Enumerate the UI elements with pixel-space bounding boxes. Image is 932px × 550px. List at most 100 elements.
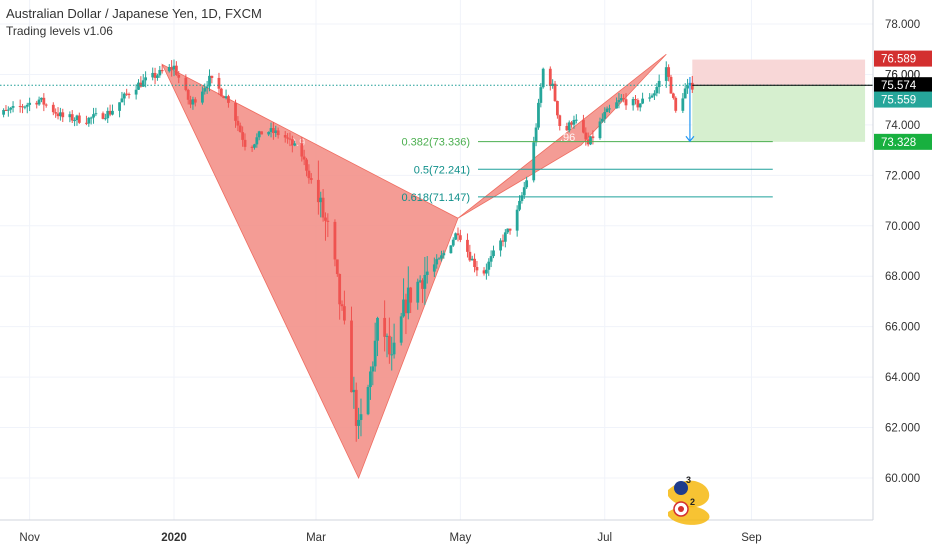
candle-body (137, 82, 140, 90)
pattern-leg-xab (161, 63, 459, 480)
price-badge-current (874, 77, 932, 94)
candle-body (373, 340, 377, 367)
candle-body (222, 96, 226, 99)
candle-body (160, 69, 164, 72)
candle-body (241, 132, 245, 140)
y-tick-label: 78.000 (885, 19, 920, 31)
candle-body (42, 97, 46, 105)
candle-body (371, 366, 375, 372)
pattern-ratio-label: .96 (560, 132, 575, 144)
candle-body (208, 75, 211, 87)
candle-body (570, 122, 573, 125)
candle-body (234, 102, 237, 121)
candle-body (421, 280, 424, 289)
candle-body (466, 239, 469, 252)
candle-body (255, 137, 259, 145)
candle-body (293, 143, 297, 146)
flag-icon-center (678, 506, 684, 512)
candle-body (369, 371, 372, 388)
logo-number-top: 3 (686, 475, 691, 485)
candle-body (177, 74, 181, 78)
candle-body (634, 99, 637, 101)
price-badge-stop (874, 50, 932, 67)
candle-body (302, 156, 306, 160)
candle-body (404, 299, 408, 314)
candle-body (440, 255, 443, 259)
candle-body (435, 259, 439, 265)
candle-body (631, 99, 635, 106)
candle-body (416, 281, 420, 303)
candle-body (690, 82, 694, 90)
candle-body (11, 106, 15, 108)
logo-number-bottom: 2 (690, 497, 695, 507)
candle-body (681, 98, 685, 111)
candle-body (657, 80, 661, 88)
y-tick-label: 70.000 (885, 221, 920, 233)
candle-body (638, 103, 642, 108)
x-tick-label: 2020 (161, 532, 187, 544)
candle-body (648, 97, 652, 99)
candle-body (224, 96, 228, 99)
y-tick-label: 74.000 (885, 120, 920, 132)
candle-body (350, 320, 353, 393)
fib-level-label: 0.382(73.336) (402, 137, 471, 149)
candle-body (340, 304, 344, 307)
price-badge-mid (874, 91, 932, 108)
candle-body (437, 258, 441, 260)
candle-body (499, 240, 502, 251)
candle-body (172, 65, 176, 70)
candle-body (75, 115, 79, 121)
candle-body (518, 200, 521, 210)
candle-body (167, 67, 171, 72)
candle-body (508, 228, 512, 231)
indicator-name: Trading levels v1.06 (6, 24, 113, 38)
candle-body (605, 108, 609, 113)
candle-body (89, 117, 93, 119)
projection-arrow-head (685, 135, 695, 143)
stop-loss-zone (692, 59, 866, 86)
candle-body (343, 306, 346, 321)
candle-body (94, 113, 98, 115)
candle-body (189, 99, 192, 105)
candle-body (442, 253, 446, 256)
take-profit-zone (692, 85, 866, 142)
candle-body (68, 114, 72, 118)
candle-body (274, 130, 278, 134)
candle-body (70, 114, 74, 121)
candle-body (619, 98, 623, 101)
candle-body (425, 271, 429, 275)
price-badge-text-current: 75.574 (881, 80, 917, 92)
candle-body (272, 128, 275, 134)
candle-body (122, 93, 126, 99)
candle-body (319, 197, 323, 203)
candle-body (352, 389, 356, 393)
candle-body (454, 233, 458, 240)
candle-body (567, 122, 571, 131)
candle-body (468, 251, 472, 261)
candle-body (186, 89, 190, 100)
candle-body (603, 112, 607, 119)
candle-body (598, 121, 602, 139)
candle-body (4, 109, 8, 111)
candle-body (537, 102, 540, 128)
y-tick-label: 66.000 (885, 322, 920, 334)
candle-body (636, 100, 640, 108)
candle-body (624, 99, 628, 106)
candle-body (326, 220, 330, 222)
candle-body (515, 209, 519, 231)
candle-body (243, 139, 247, 147)
candle-body (108, 110, 112, 115)
candle-body (359, 414, 363, 420)
candle-body (205, 86, 209, 89)
candle-body (458, 235, 462, 240)
candle-body (101, 113, 105, 119)
candle-body (174, 65, 178, 75)
y-tick-label: 72.000 (885, 170, 920, 182)
candle-body (316, 179, 320, 203)
fib-level-label: 0.618(71.147) (402, 192, 471, 204)
candle-body (134, 89, 138, 95)
fib-levels: 0.382(73.336) 0.5(72.241) 0.618(71.147) (402, 137, 773, 204)
price-badge-target (874, 133, 932, 150)
